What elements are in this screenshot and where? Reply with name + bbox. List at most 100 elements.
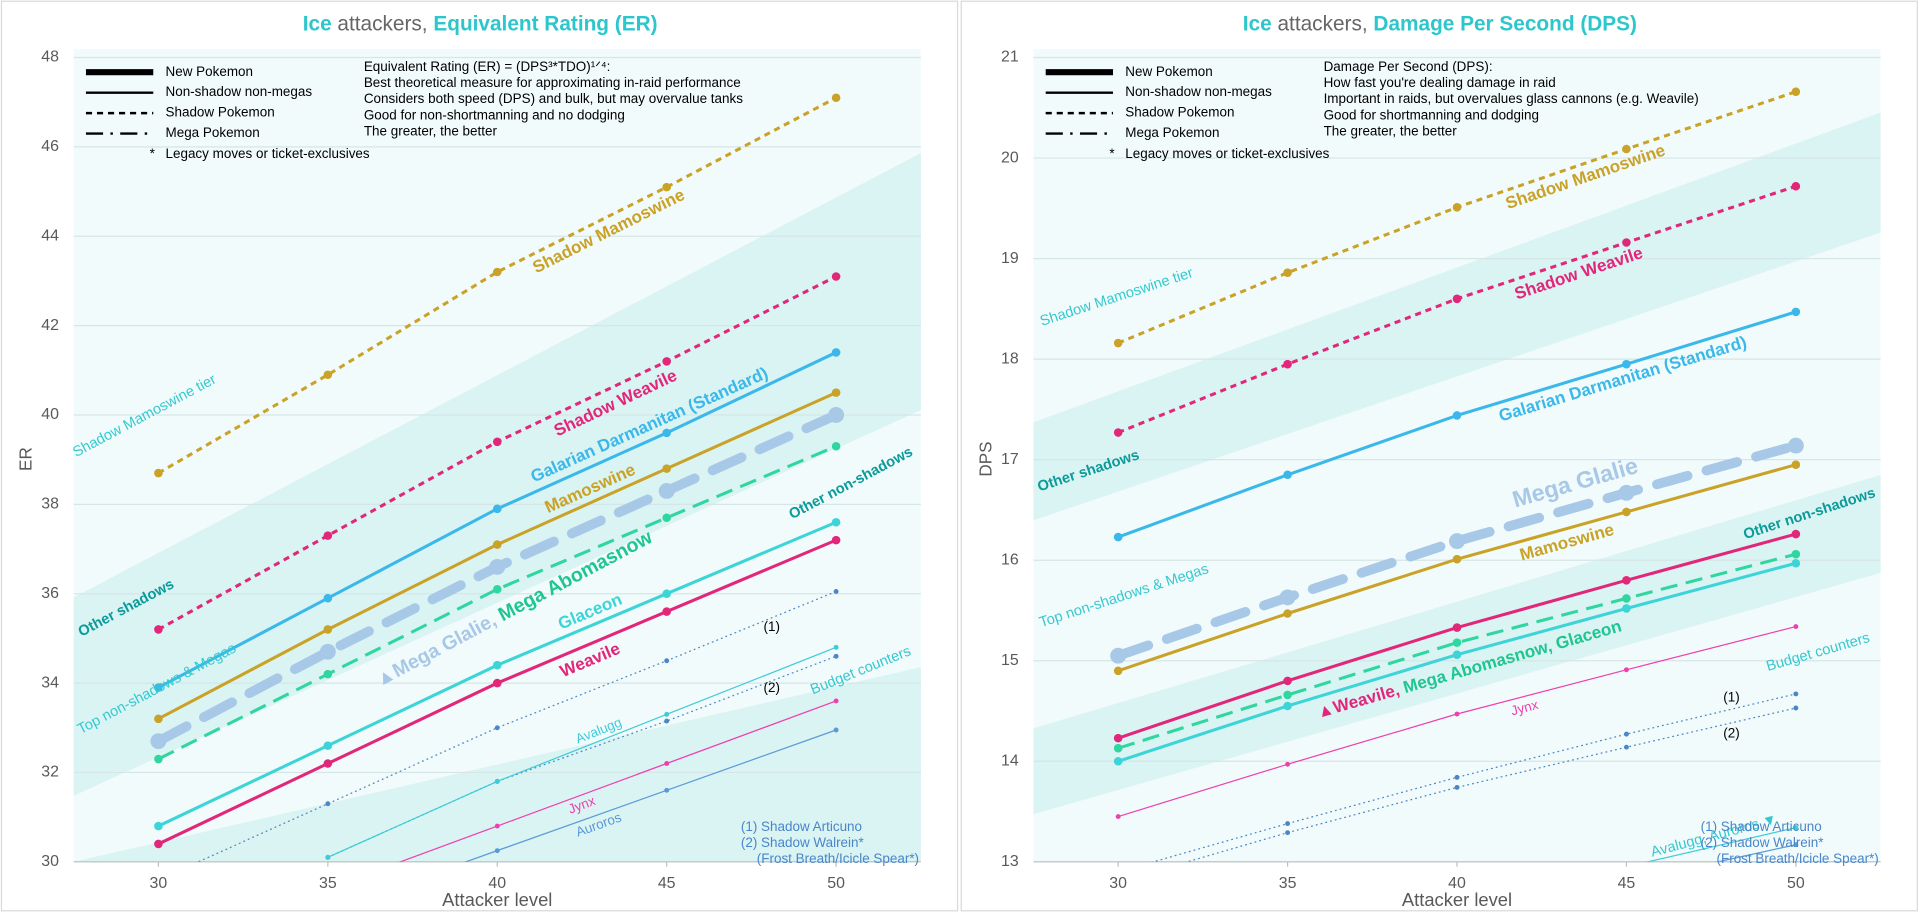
series-label: (1) — [764, 619, 780, 634]
data-point — [833, 653, 839, 659]
data-point — [325, 801, 331, 807]
series-line — [1645, 827, 1796, 862]
data-point — [1113, 733, 1123, 743]
data-point — [1452, 411, 1462, 420]
legend-label: Shadow Pokemon — [166, 105, 275, 120]
data-point — [662, 428, 671, 438]
data-point — [1279, 589, 1296, 606]
data-point — [1623, 731, 1629, 737]
x-tick-label: 45 — [1618, 875, 1636, 892]
data-point — [1791, 529, 1801, 539]
description-line: The greater, the better — [1324, 124, 1458, 139]
legend-label: New Pokemon — [166, 64, 254, 79]
legend-label: Mega Pokemon — [166, 125, 260, 140]
data-point — [1452, 623, 1462, 632]
description-line: Equivalent Rating (ER) = (DPS³*TDO)¹ᐟ⁴: — [364, 59, 611, 74]
data-point — [662, 607, 671, 616]
data-point — [1452, 650, 1462, 659]
data-point — [1623, 667, 1629, 673]
data-point — [1787, 437, 1804, 454]
x-tick-label: 40 — [1448, 875, 1466, 892]
data-point — [1452, 294, 1462, 304]
data-point — [492, 660, 502, 670]
legend-note: Legacy moves or ticket-exclusives — [166, 146, 370, 161]
description-line: Considers both speed (DPS) and bulk, but… — [364, 91, 743, 106]
data-point — [831, 93, 841, 103]
data-point — [492, 504, 502, 514]
y-tick-label: 34 — [41, 674, 59, 691]
series-line — [398, 700, 837, 862]
data-point — [1113, 756, 1123, 766]
plot-area — [1110, 87, 1804, 862]
data-point — [1791, 558, 1801, 568]
legend-label: New Pokemon — [1125, 64, 1213, 79]
legend-label: Shadow Pokemon — [1125, 105, 1234, 120]
x-tick-label: 30 — [1109, 875, 1127, 892]
series-line — [1185, 707, 1796, 862]
title-part: Damage Per Second (DPS) — [1373, 12, 1637, 35]
plot-area — [150, 93, 845, 862]
data-point — [828, 407, 845, 423]
data-point — [1622, 359, 1631, 369]
y-tick-label: 30 — [41, 853, 59, 870]
y-tick-label: 38 — [41, 496, 59, 513]
x-tick-label: 45 — [658, 875, 676, 892]
data-point — [1454, 784, 1460, 790]
data-point — [494, 848, 500, 854]
data-point — [489, 558, 506, 575]
legend-note-mark: * — [1109, 146, 1115, 161]
data-point — [154, 683, 163, 692]
data-point — [662, 589, 671, 599]
description-line: Important in raids, but overvalues glass… — [1324, 91, 1699, 106]
title-part: Ice — [1243, 12, 1272, 35]
data-point — [662, 357, 671, 366]
data-point — [154, 821, 163, 831]
data-point — [1793, 624, 1799, 630]
data-point — [1791, 307, 1801, 317]
legend-note-mark: * — [150, 146, 156, 161]
data-point — [154, 625, 163, 634]
data-point — [154, 714, 163, 724]
series-label: (2) — [1723, 725, 1739, 740]
data-point — [492, 267, 502, 277]
y-tick-label: 19 — [1001, 250, 1019, 267]
data-point — [831, 272, 841, 281]
data-point — [1622, 604, 1631, 613]
data-point — [1113, 338, 1123, 348]
x-tick-label: 50 — [1787, 875, 1805, 892]
data-point — [1454, 711, 1460, 717]
data-point — [1452, 203, 1462, 212]
data-point — [325, 854, 331, 860]
description-line: The greater, the better — [364, 124, 498, 139]
title-part: Equivalent Rating (ER) — [433, 12, 657, 35]
data-point — [1113, 666, 1123, 676]
data-point — [1622, 507, 1631, 517]
data-point — [664, 711, 670, 717]
series-line — [157, 444, 837, 761]
chart-title: Ice attackers, Equivalent Rating (ER) — [303, 12, 658, 35]
data-point — [1110, 647, 1127, 664]
data-point — [154, 468, 163, 478]
footnote: (Frost Breath/Icicle Spear*) — [757, 851, 919, 866]
footnote: (Frost Breath/Icicle Spear*) — [1717, 851, 1879, 866]
x-axis-label: Attacker level — [1402, 889, 1512, 910]
y-axis-label: ER — [16, 447, 36, 471]
data-point — [323, 741, 333, 750]
data-point — [494, 725, 500, 731]
data-point — [1283, 676, 1292, 686]
data-point — [492, 584, 502, 594]
y-tick-label: 32 — [41, 764, 59, 781]
data-point — [1115, 814, 1121, 820]
data-point — [1793, 825, 1799, 831]
data-point — [831, 388, 841, 397]
x-tick-label: 35 — [319, 875, 337, 892]
data-point — [492, 540, 502, 549]
data-point — [150, 733, 167, 750]
data-point — [1791, 181, 1801, 191]
title-part: Ice — [303, 12, 332, 35]
data-point — [154, 839, 163, 849]
data-point — [494, 778, 500, 784]
panel: Ice attackers, Damage Per Second (DPS) 13… — [960, 0, 1918, 912]
data-point — [664, 658, 670, 664]
data-point — [1113, 532, 1123, 542]
